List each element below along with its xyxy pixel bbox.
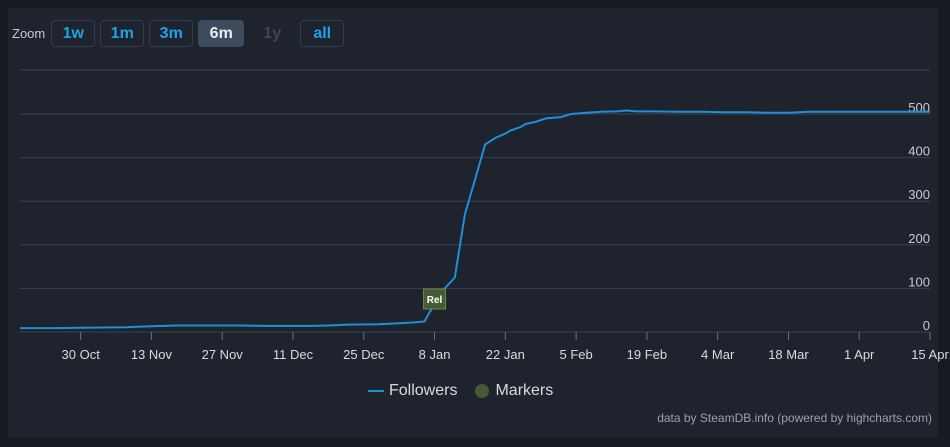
legend-followers-label: Followers (389, 382, 458, 399)
x-tick-label: 4 Mar (701, 347, 735, 362)
zoom-1y-button: 1y (249, 20, 296, 47)
y-tick-label: 0 (923, 318, 930, 333)
chart-panel (8, 8, 938, 438)
y-tick-label: 200 (908, 231, 930, 246)
series-layer (20, 109, 930, 330)
x-tick-label: 8 Jan (419, 347, 451, 362)
zoom-label: Zoom (12, 26, 46, 41)
x-tick-label: 5 Feb (559, 347, 592, 362)
x-tick-label: 19 Feb (627, 347, 667, 362)
marker-label: Rel (427, 295, 443, 306)
x-axis: 30 Oct 13 Nov 27 Nov 11 Dec 25 Dec 8 Jan 22 Ja… (62, 332, 949, 362)
credits-text[interactable]: data by SteamDB.info (powered by highcha… (657, 411, 932, 425)
legend-item-followers[interactable]: Followers (368, 382, 457, 400)
grid-lines (20, 69, 930, 333)
zoom-1w-button[interactable]: 1w (51, 20, 96, 47)
y-tick-label: 400 (908, 144, 930, 159)
x-tick-label: 18 Mar (768, 347, 809, 362)
release-marker: Rel (423, 288, 447, 310)
marker-flag (423, 288, 447, 310)
legend-item-markers[interactable]: Markers (475, 382, 553, 400)
zoom-all-button[interactable]: all (300, 20, 345, 47)
legend-marker-swatch (475, 384, 490, 398)
legend: Followers Markers (368, 382, 571, 400)
x-tick-label: 30 Oct (62, 347, 101, 362)
legend-line-swatch (368, 390, 384, 392)
x-tick-label: 27 Nov (202, 347, 244, 362)
zoom-3m-button[interactable]: 3m (149, 20, 194, 47)
x-tick-label: 22 Jan (486, 347, 525, 362)
series-line-followers (20, 109, 930, 330)
y-tick-label: 300 (908, 187, 930, 202)
zoom-6m-button[interactable]: 6m (198, 20, 245, 47)
x-tick-label: 1 Apr (844, 347, 875, 362)
x-tick-label: 25 Dec (343, 347, 385, 362)
x-tick-label: 15 Apr (911, 347, 949, 362)
x-tick-label: 11 Dec (273, 347, 314, 362)
zoom-bar: Zoom 1w 1m 3m 6m 1y all (12, 20, 349, 47)
markers-layer: Rel (423, 288, 447, 310)
zoom-1m-button[interactable]: 1m (100, 20, 145, 47)
legend-markers-label: Markers (495, 382, 554, 399)
y-tick-label: 100 (908, 274, 930, 289)
x-tick-label: 13 Nov (131, 347, 173, 362)
